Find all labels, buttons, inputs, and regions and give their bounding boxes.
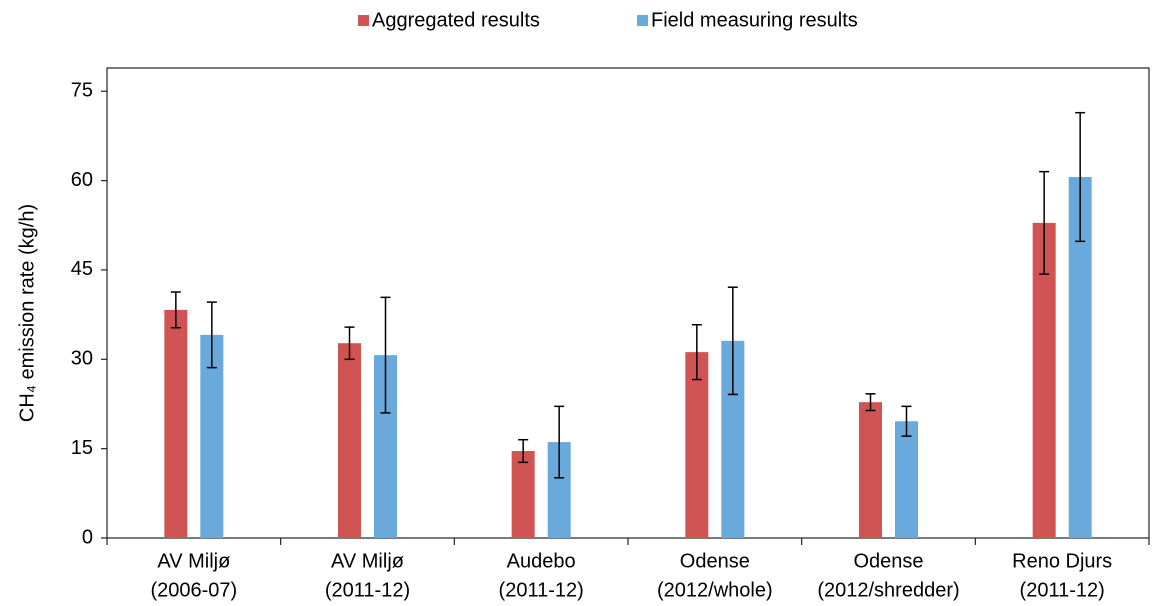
bar — [200, 334, 224, 538]
error-bar — [727, 286, 738, 396]
x-tick-label: Reno Djurs — [1012, 550, 1112, 572]
y-tick-label: 15 — [71, 437, 93, 459]
error-bar — [380, 296, 391, 414]
legend-swatch — [358, 15, 369, 26]
bar — [895, 421, 918, 538]
x-tick-label: (2012/whole) — [657, 579, 773, 601]
y-tick-label: 75 — [71, 80, 93, 102]
y-tick-label: 30 — [71, 348, 93, 370]
error-bar — [206, 301, 217, 369]
error-bar — [554, 405, 565, 479]
x-tick-label: Odense — [680, 550, 750, 572]
x-tick-label: AV Miljø — [157, 550, 230, 572]
bar — [338, 343, 361, 538]
error-bar — [1075, 111, 1086, 243]
bar — [547, 442, 571, 538]
y-tick-label: 45 — [71, 258, 93, 280]
error-bar — [1039, 170, 1050, 275]
legend-swatch — [637, 15, 648, 26]
error-bar — [170, 291, 181, 329]
legend-label: Field measuring results — [651, 9, 858, 31]
x-tick-label: AV Miljø — [331, 550, 404, 572]
y-tick-label: 0 — [82, 526, 93, 548]
error-bar — [518, 438, 529, 464]
x-tick-label: (2012/shredder) — [817, 579, 959, 601]
bar — [721, 340, 745, 538]
bar — [164, 309, 188, 538]
x-tick-label: (2006-07) — [150, 579, 237, 601]
y-tick-label: 60 — [71, 169, 93, 191]
error-bar — [865, 393, 876, 412]
x-tick-label: Audebo — [507, 550, 576, 572]
x-tick-label: (2011-12) — [325, 579, 410, 601]
bar — [511, 451, 535, 538]
bar — [1032, 222, 1056, 539]
x-tick-label: (2011-12) — [1020, 579, 1105, 601]
bar — [859, 402, 882, 538]
bar — [1068, 177, 1092, 538]
legend-label: Aggregated results — [372, 9, 540, 31]
x-tick-label: Odense — [853, 550, 923, 572]
bar — [685, 352, 709, 538]
error-bar — [691, 323, 702, 381]
error-bar — [901, 405, 912, 437]
plot-frame — [106, 67, 1150, 539]
y-axis-label: CH₄ emission rate (kg/h) — [16, 204, 38, 422]
x-tick-label: (2011-12) — [499, 579, 584, 601]
bar — [374, 355, 397, 538]
error-bar — [344, 326, 355, 361]
